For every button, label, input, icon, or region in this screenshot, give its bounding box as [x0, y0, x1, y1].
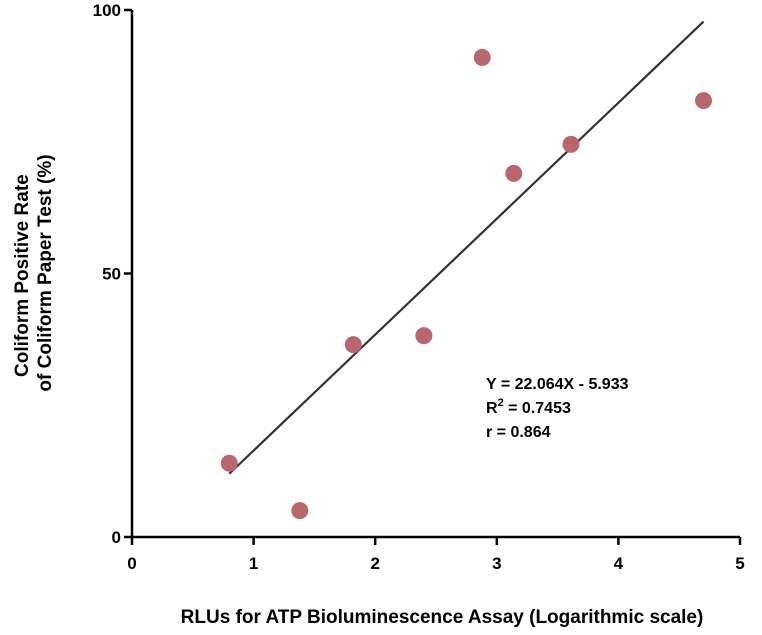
y-tick-label: 50: [102, 265, 121, 284]
data-point: [505, 164, 523, 182]
data-point: [473, 48, 491, 66]
y-tick-label: 0: [112, 528, 121, 547]
regression-equation: Y = 22.064X - 5.933: [486, 376, 629, 393]
x-axis-title: RLUs for ATP Bioluminescence Assay (Loga…: [181, 607, 704, 628]
y-tick-label: 100: [93, 1, 121, 20]
x-tick-label: 1: [249, 554, 258, 573]
r-squared-value: R2 = 0.7453: [486, 397, 571, 417]
x-tick-label: 5: [735, 554, 744, 573]
correlation-r-value: r = 0.864: [486, 424, 551, 441]
x-tick-label: 4: [614, 554, 624, 573]
y-axis-title-line-2: of Coliform Paper Test (%): [35, 154, 56, 391]
data-point: [344, 336, 362, 354]
data-point: [220, 454, 238, 472]
x-tick-label: 0: [127, 554, 136, 573]
data-point: [695, 92, 713, 110]
x-tick-label: 2: [370, 554, 379, 573]
r-squared-superscript: 2: [498, 397, 504, 409]
data-point: [562, 135, 580, 153]
data-points: [220, 48, 713, 520]
y-axis-title-line-1: Coliform Positive Rate: [12, 174, 33, 377]
y-axis-title: Coliform Positive Rate of Coliform Paper…: [12, 154, 56, 391]
data-point: [415, 327, 433, 345]
regression-line: [228, 20, 705, 475]
x-axis-ticks: 0 1 2 3 4 5: [127, 537, 745, 573]
x-tick-label: 3: [492, 554, 501, 573]
data-point: [291, 502, 309, 520]
y-axis-ticks: 0 50 100: [93, 1, 132, 547]
